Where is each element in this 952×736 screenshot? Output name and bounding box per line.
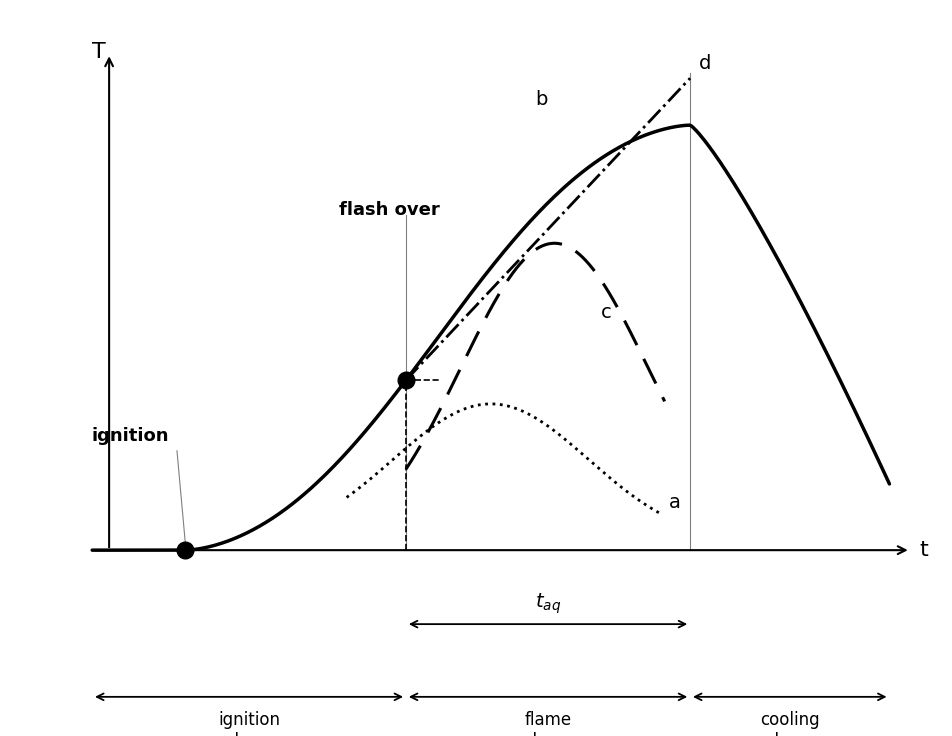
Text: $t_{aq}$: $t_{aq}$ xyxy=(534,591,561,616)
Text: a: a xyxy=(668,493,680,512)
Text: ignition: ignition xyxy=(91,428,169,445)
Text: d: d xyxy=(698,54,710,73)
Text: t: t xyxy=(918,540,927,560)
Text: b: b xyxy=(535,90,547,109)
Text: ignition
phase: ignition phase xyxy=(218,711,280,736)
Text: cooling
phase: cooling phase xyxy=(759,711,819,736)
Text: flash over: flash over xyxy=(338,201,439,219)
Text: T: T xyxy=(92,43,106,63)
Text: c: c xyxy=(601,303,611,322)
Text: flame
phase: flame phase xyxy=(523,711,572,736)
